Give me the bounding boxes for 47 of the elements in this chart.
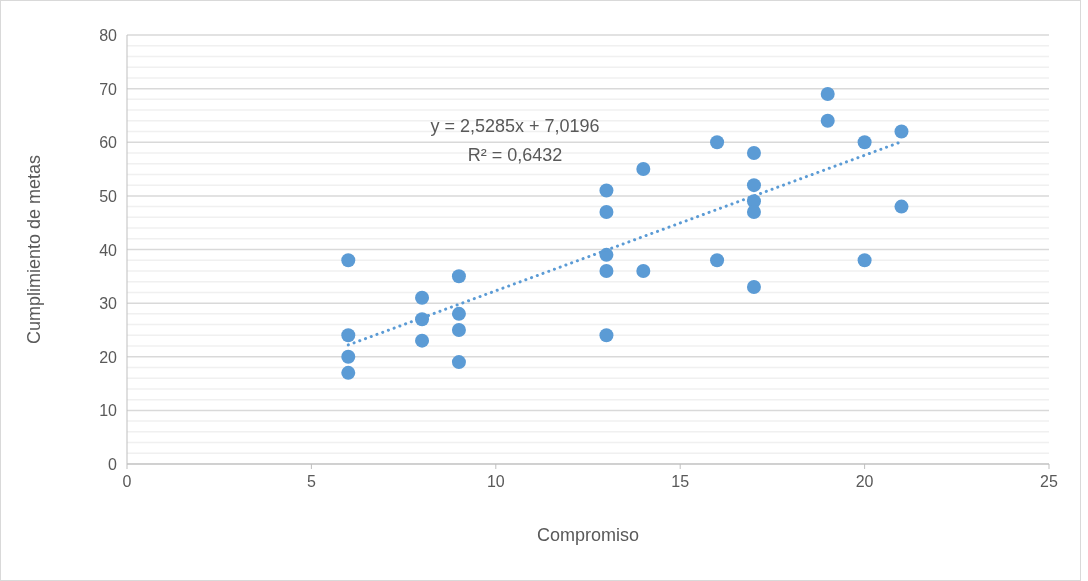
point: [341, 328, 356, 343]
point: [599, 204, 614, 219]
point: [710, 135, 725, 150]
point: [451, 306, 466, 321]
point: [415, 333, 430, 348]
x-tick-label: 15: [671, 473, 690, 490]
y-tick-label: 80: [99, 27, 118, 44]
y-tick-label: 60: [99, 134, 118, 152]
y-tick-label: 40: [99, 241, 118, 259]
point: [599, 263, 614, 278]
point: [599, 183, 614, 198]
y-tick-label: 20: [99, 348, 118, 366]
point: [746, 280, 761, 295]
annotation: R² = 0,6432: [467, 145, 563, 165]
point: [857, 253, 872, 268]
point: [746, 204, 761, 219]
point: [341, 253, 356, 268]
x-tick-label: 10: [486, 473, 505, 490]
point: [415, 290, 430, 305]
point: [746, 178, 761, 193]
y-tick-label: 30: [99, 295, 118, 313]
x-tick-label: 20: [855, 473, 874, 490]
x-axis-title: Compromiso: [536, 525, 640, 545]
point: [341, 349, 356, 364]
point: [820, 86, 835, 101]
point: [451, 269, 466, 284]
annotation: y = 2,5285x + 7,0196: [430, 116, 600, 136]
y-tick-label: 50: [99, 187, 118, 205]
point: [820, 113, 835, 128]
y-tick-label: 0: [108, 456, 118, 473]
point: [636, 263, 651, 278]
point: [636, 162, 651, 177]
point: [599, 328, 614, 343]
x-tick-label: 25: [1040, 473, 1058, 490]
x-tick-label: 0: [122, 473, 132, 490]
y-tick-label: 70: [99, 80, 118, 98]
y-tick-label: 10: [99, 402, 118, 420]
point: [894, 199, 909, 214]
point: [710, 253, 725, 268]
point: [746, 145, 761, 160]
point: [451, 355, 466, 370]
point: [451, 322, 466, 337]
point: [341, 365, 356, 380]
y-axis-title: Cumplimiento de metas: [24, 154, 44, 345]
point: [857, 135, 872, 150]
x-tick-label: 5: [306, 473, 316, 490]
point: [894, 124, 909, 139]
